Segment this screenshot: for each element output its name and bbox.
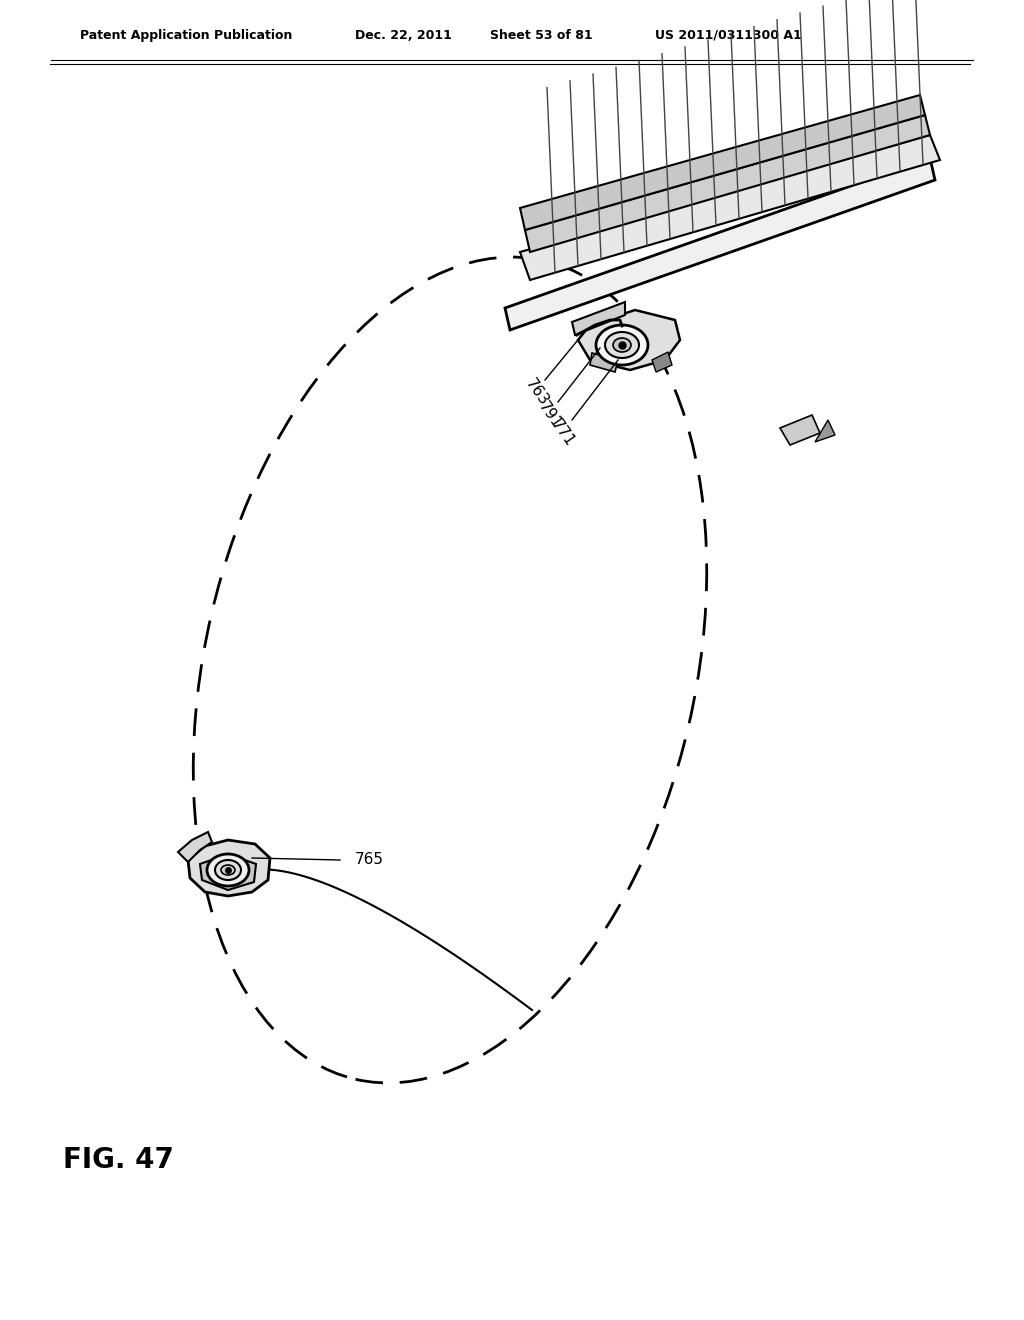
Text: 791: 791 [536,399,564,432]
Ellipse shape [596,325,648,366]
Polygon shape [815,420,835,442]
Polygon shape [178,832,212,862]
Polygon shape [188,840,270,896]
Text: Sheet 53 of 81: Sheet 53 of 81 [490,29,593,42]
Polygon shape [780,414,820,445]
Text: US 2011/0311300 A1: US 2011/0311300 A1 [655,29,802,42]
Polygon shape [590,352,618,372]
Text: FIG. 47: FIG. 47 [62,1146,173,1173]
Ellipse shape [613,338,631,352]
Polygon shape [652,352,672,372]
Ellipse shape [221,865,234,875]
Ellipse shape [605,333,639,358]
Polygon shape [520,135,940,280]
Polygon shape [578,310,680,370]
Text: 771: 771 [549,417,578,449]
Ellipse shape [215,861,241,880]
Ellipse shape [207,854,249,886]
Text: Patent Application Publication: Patent Application Publication [80,29,293,42]
Polygon shape [520,95,925,230]
Polygon shape [505,158,935,330]
Text: Dec. 22, 2011: Dec. 22, 2011 [355,29,452,42]
Polygon shape [572,302,625,335]
Text: 763: 763 [522,376,552,408]
Polygon shape [525,115,930,252]
Polygon shape [200,854,256,890]
Text: 765: 765 [355,853,384,867]
